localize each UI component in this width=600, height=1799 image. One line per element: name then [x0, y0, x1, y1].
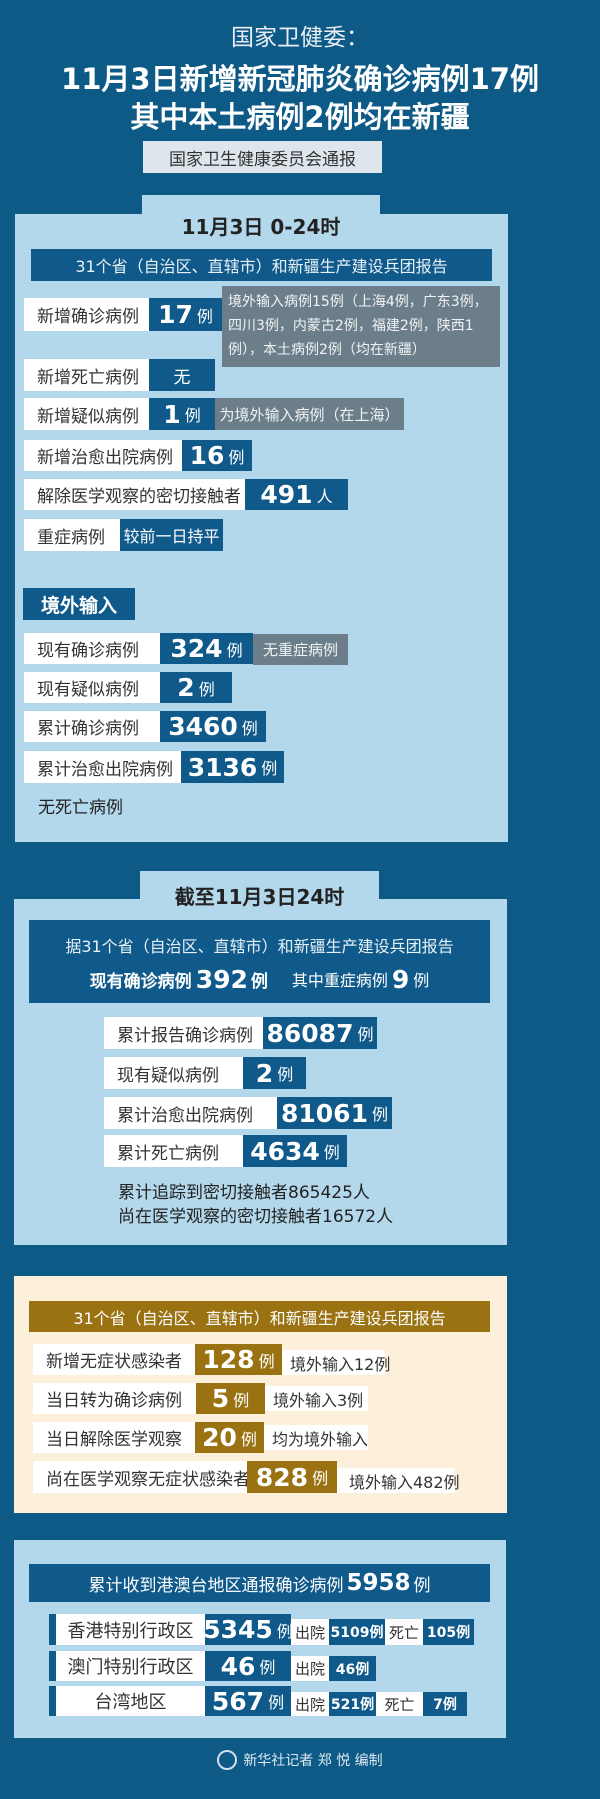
imported-title: 境外输入	[23, 588, 135, 620]
row-note: 境外输入482例	[337, 1468, 460, 1493]
row-value: 324 例	[160, 633, 253, 664]
row-label: 累计死亡病例	[104, 1135, 243, 1167]
region-label: 香港特别行政区	[56, 1614, 205, 1645]
region-label: 台湾地区	[56, 1686, 205, 1716]
row-value: 20 例	[195, 1422, 264, 1453]
row-value: 828 例	[247, 1461, 337, 1493]
daily-tab: 11月3日 0-24时	[142, 195, 380, 255]
row-value: 86087 例	[263, 1017, 377, 1049]
row-value: 4634 例	[243, 1135, 347, 1167]
cumulative-band: 据31个省（自治区、直辖市）和新疆生产建设兵团报告 现有确诊病例 392 例 其…	[29, 920, 490, 1003]
asymptomatic-band: 31个省（自治区、直辖市）和新疆生产建设兵团报告	[29, 1301, 490, 1332]
discharged-label: 出院	[291, 1692, 329, 1716]
row-label: 新增死亡病例	[24, 359, 149, 391]
xinhua-logo-icon	[217, 1750, 238, 1770]
row-label: 新增治愈出院病例	[24, 440, 182, 471]
row-value: 3136 例	[181, 751, 284, 783]
row-value: 无	[149, 359, 215, 391]
discharged-label: 出院	[291, 1619, 329, 1645]
row-label: 累计治愈出院病例	[104, 1097, 277, 1129]
credit-line: 新华社记者 郑 悦 编制	[0, 1747, 600, 1773]
row-label: 解除医学观察的密切接触者	[24, 479, 245, 510]
no-deaths-text: 无死亡病例	[38, 797, 123, 818]
row-label: 当日解除医学观察	[33, 1422, 195, 1453]
row-marker	[49, 1651, 56, 1681]
headline-line1: 11月3日新增新冠肺炎确诊病例17例	[61, 62, 539, 96]
contacts-observed: 尚在医学观察的密切接触者16572人	[118, 1206, 394, 1227]
row-value: 81061 例	[277, 1097, 392, 1129]
row-label: 累计报告确诊病例	[104, 1017, 263, 1049]
row-note: 境外输入3例	[265, 1386, 368, 1411]
region-label: 澳门特别行政区	[56, 1651, 205, 1681]
death-value: 7例	[423, 1692, 467, 1716]
death-label: 死亡	[376, 1692, 423, 1716]
row-label: 现有疑似病例	[104, 1057, 243, 1089]
region-value: 46 例	[205, 1651, 291, 1681]
region-value: 567 例	[205, 1686, 291, 1716]
row-label: 现有疑似病例	[24, 672, 160, 703]
row-marker	[49, 1686, 56, 1716]
row-note: 境外输入12例	[282, 1350, 390, 1375]
subtitle: 国家卫生健康委员会通报	[143, 141, 382, 173]
source-label: 国家卫健委：	[231, 25, 369, 51]
discharged-value: 521例	[329, 1692, 376, 1716]
row-value: 16 例	[182, 440, 252, 471]
row-label: 新增疑似病例	[24, 398, 149, 430]
row-note: 为境外输入病例（在上海）	[215, 398, 404, 430]
cumulative-tab: 截至11月3日24时	[140, 871, 379, 919]
daily-band: 31个省（自治区、直辖市）和新疆生产建设兵团报告	[31, 249, 492, 281]
row-value: 较前一日持平	[120, 519, 223, 551]
discharged-label: 出院	[291, 1656, 329, 1681]
row-label: 新增确诊病例	[24, 298, 149, 331]
row-label: 当日转为确诊病例	[33, 1383, 196, 1414]
row-marker	[49, 1614, 56, 1645]
row-value: 3460 例	[160, 711, 266, 742]
discharged-value: 46例	[329, 1656, 376, 1681]
row-label: 累计治愈出院病例	[24, 751, 181, 783]
row-label: 重症病例	[24, 519, 120, 551]
row-value: 128 例	[195, 1344, 282, 1375]
row-label: 尚在医学观察无症状感染者	[33, 1461, 250, 1493]
current-summary: 现有确诊病例 392 例 其中重症病例 9 例	[89, 964, 430, 994]
row-value: 491 人	[245, 479, 348, 510]
headline-line2: 其中本土病例2例均在新疆	[130, 100, 470, 134]
row-note: 无重症病例	[253, 634, 348, 665]
row-label: 新增无症状感染者	[33, 1344, 195, 1375]
row-label: 累计确诊病例	[24, 711, 160, 742]
death-label: 死亡	[385, 1619, 423, 1645]
row-label: 现有确诊病例	[24, 633, 160, 664]
row-note: 均为境外输入	[264, 1425, 368, 1450]
row-note: 境外输入病例15例（上海4例，广东3例，四川3例，内蒙古2例，福建2例，陕西1例…	[222, 286, 500, 367]
contacts-traced: 累计追踪到密切接触者865425人	[118, 1182, 370, 1203]
discharged-value: 5109例	[329, 1619, 385, 1645]
hmt-band: 累计收到港澳台地区通报确诊病例 5958 例	[29, 1564, 490, 1602]
region-value: 5345 例	[203, 1614, 293, 1645]
death-value: 105例	[423, 1619, 474, 1645]
row-value: 17 例	[149, 298, 222, 331]
cumulative-band-title: 据31个省（自治区、直辖市）和新疆生产建设兵团报告	[65, 937, 454, 956]
